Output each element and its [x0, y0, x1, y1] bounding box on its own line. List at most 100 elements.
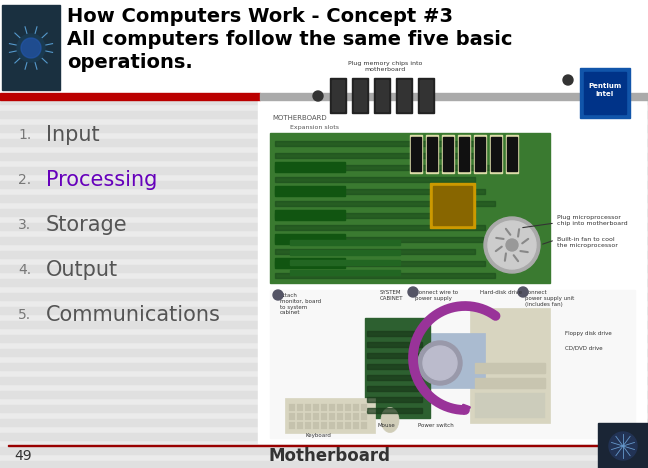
Bar — [352, 78, 368, 113]
Bar — [0, 83, 648, 90]
Bar — [433, 186, 472, 225]
FancyArrowPatch shape — [496, 238, 503, 239]
Bar — [313, 413, 319, 420]
Bar — [420, 80, 432, 111]
Bar — [0, 153, 648, 160]
Bar — [290, 260, 400, 265]
Bar — [0, 447, 648, 454]
Bar — [275, 141, 475, 146]
Bar — [305, 413, 311, 420]
Bar — [426, 135, 438, 173]
Text: SYSTEM
CABINET: SYSTEM CABINET — [380, 290, 404, 301]
Bar — [321, 413, 327, 420]
Bar — [353, 413, 359, 420]
Bar — [0, 307, 648, 314]
Bar — [0, 111, 648, 118]
Bar — [260, 93, 648, 100]
Text: Processing: Processing — [46, 170, 157, 190]
Text: operations.: operations. — [67, 53, 192, 72]
Bar — [376, 80, 388, 111]
Bar — [475, 393, 545, 418]
Text: Output: Output — [46, 260, 118, 280]
Bar — [367, 375, 422, 380]
Text: How Computers Work - Concept #3: How Computers Work - Concept #3 — [67, 7, 453, 26]
Bar — [374, 78, 390, 113]
Bar — [367, 353, 422, 358]
Bar — [580, 68, 630, 118]
Bar — [442, 135, 454, 173]
Bar — [0, 363, 648, 370]
Bar — [297, 404, 303, 411]
Bar — [475, 378, 545, 388]
Bar — [321, 422, 327, 429]
Bar — [367, 342, 422, 347]
Bar — [0, 181, 648, 188]
Bar — [0, 0, 648, 95]
Bar — [584, 72, 626, 114]
Bar — [353, 422, 359, 429]
Bar — [0, 125, 648, 132]
Bar — [275, 177, 475, 182]
Bar — [0, 321, 648, 328]
Bar — [337, 413, 343, 420]
Bar — [0, 279, 648, 286]
Text: 2.: 2. — [18, 173, 31, 187]
Text: Attach
monitor, board
to system
cabinet: Attach monitor, board to system cabinet — [280, 293, 321, 315]
Bar — [0, 41, 648, 48]
Bar — [2, 5, 60, 90]
Bar — [411, 137, 421, 171]
Circle shape — [313, 91, 323, 101]
Text: Mouse: Mouse — [378, 423, 396, 428]
Text: Input: Input — [46, 125, 100, 145]
Bar — [507, 137, 517, 171]
Bar — [297, 413, 303, 420]
Circle shape — [563, 75, 573, 85]
FancyArrowPatch shape — [496, 247, 502, 251]
Bar — [275, 273, 495, 278]
Bar — [367, 331, 422, 336]
Text: Expansion slots: Expansion slots — [290, 125, 339, 130]
Text: Pentium
intel: Pentium intel — [588, 83, 621, 96]
FancyArrowPatch shape — [518, 229, 519, 237]
Bar — [418, 78, 434, 113]
Bar — [0, 335, 648, 342]
Bar — [275, 210, 345, 220]
Text: Floppy disk drive: Floppy disk drive — [565, 330, 612, 336]
Bar — [0, 251, 648, 258]
Bar — [289, 422, 295, 429]
Bar — [0, 69, 648, 76]
Bar — [275, 261, 485, 266]
Bar — [337, 404, 343, 411]
Text: Built-in fan to cool
the microprocessor: Built-in fan to cool the microprocessor — [557, 237, 618, 248]
Bar — [275, 213, 475, 218]
Bar — [270, 290, 635, 438]
Bar — [0, 377, 648, 384]
Bar — [0, 209, 648, 216]
Text: Communications: Communications — [46, 305, 221, 325]
Bar — [321, 404, 327, 411]
Bar — [598, 423, 648, 468]
Bar — [0, 391, 648, 398]
Bar — [0, 293, 648, 300]
Bar — [0, 13, 648, 20]
Circle shape — [273, 290, 283, 300]
Bar — [0, 0, 648, 6]
Bar — [0, 195, 648, 202]
Bar — [330, 78, 346, 113]
Bar — [361, 404, 367, 411]
Bar — [289, 404, 295, 411]
Bar — [459, 137, 469, 171]
Circle shape — [506, 239, 518, 251]
Bar — [345, 413, 351, 420]
Bar — [361, 422, 367, 429]
Bar — [396, 78, 412, 113]
Bar — [361, 413, 367, 420]
Bar — [8, 445, 638, 446]
Bar — [0, 433, 648, 440]
Bar — [0, 419, 648, 426]
Bar — [475, 363, 545, 373]
Bar — [354, 80, 366, 111]
Bar — [506, 135, 518, 173]
Text: CD/DVD drive: CD/DVD drive — [565, 345, 603, 351]
Bar — [345, 422, 351, 429]
